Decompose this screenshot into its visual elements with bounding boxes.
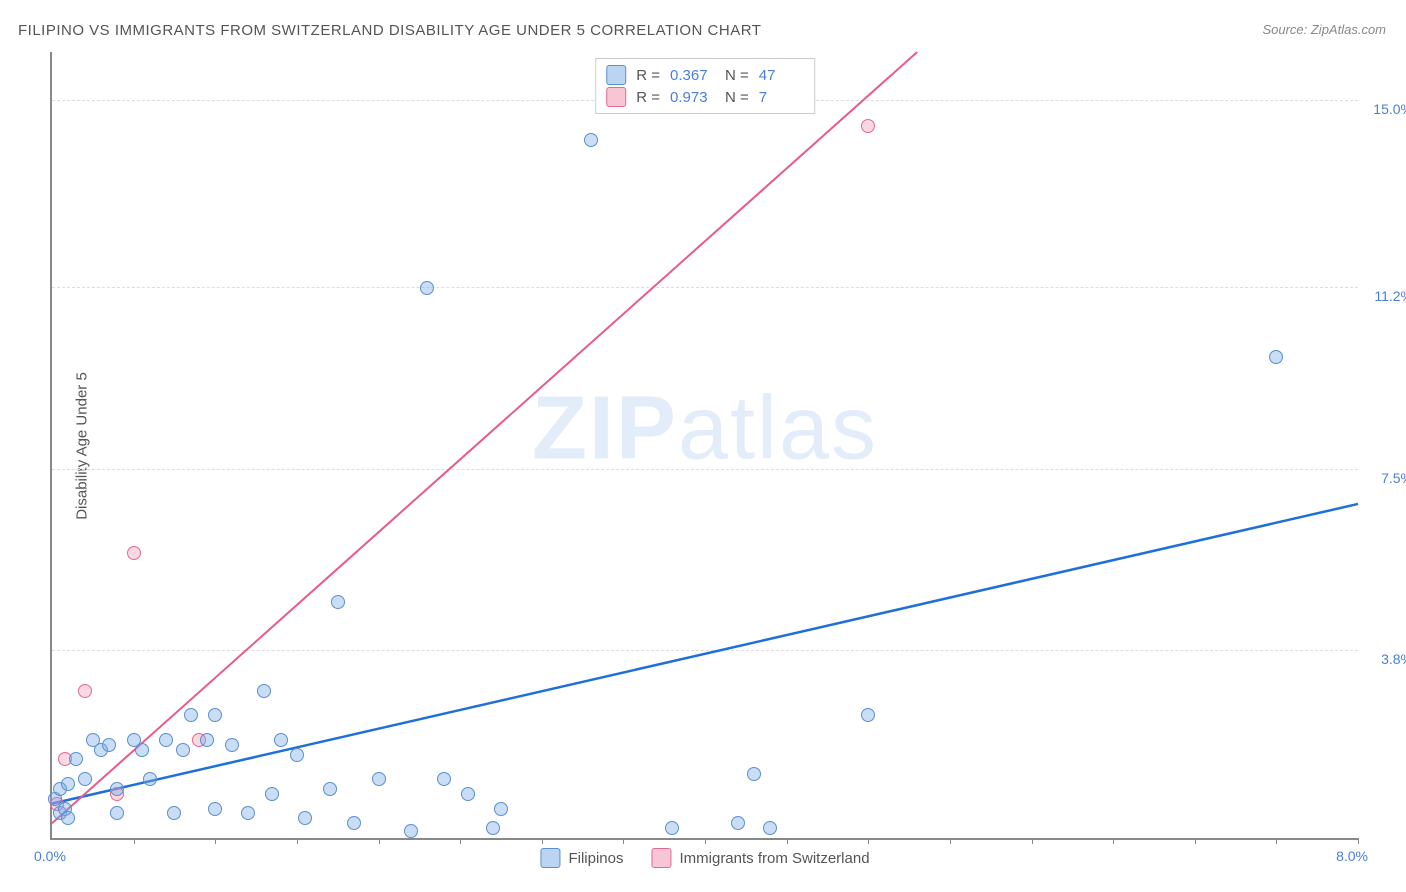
data-point-filipinos [208,708,222,722]
data-point-filipinos [331,595,345,609]
data-point-switzerland [127,546,141,560]
r-value: 0.367 [670,67,715,84]
legend-row-switzerland: R = 0.973 N = 7 [606,87,804,107]
x-tick [1113,838,1114,844]
data-point-filipinos [323,782,337,796]
x-axis-min-label: 0.0% [34,848,66,864]
n-value: 47 [759,67,804,84]
data-point-filipinos [184,708,198,722]
x-tick [297,838,298,844]
data-point-filipinos [69,752,83,766]
data-point-filipinos [298,811,312,825]
x-tick [1032,838,1033,844]
data-point-filipinos [731,816,745,830]
data-point-filipinos [208,802,222,816]
n-value: 7 [759,89,804,106]
data-point-filipinos [110,782,124,796]
legend-row-filipinos: R = 0.367 N = 47 [606,65,804,85]
x-tick [623,838,624,844]
data-point-filipinos [420,281,434,295]
x-tick [787,838,788,844]
x-tick [460,838,461,844]
x-tick [1358,838,1359,844]
r-label: R = [636,67,660,84]
data-point-filipinos [143,772,157,786]
x-tick [379,838,380,844]
r-label: R = [636,89,660,106]
data-point-filipinos [274,733,288,747]
data-point-filipinos [461,787,475,801]
data-point-filipinos [61,811,75,825]
data-point-filipinos [78,772,92,786]
x-tick [215,838,216,844]
swatch-pink-icon [651,848,671,868]
data-point-filipinos [494,802,508,816]
legend-item-filipinos: Filipinos [540,848,623,868]
data-point-switzerland [861,119,875,133]
data-point-filipinos [257,684,271,698]
x-axis-max-label: 8.0% [1336,848,1368,864]
trend-lines-svg [52,52,1358,838]
data-point-filipinos [861,708,875,722]
data-point-filipinos [200,733,214,747]
series-legend: Filipinos Immigrants from Switzerland [540,848,869,868]
legend-label: Immigrants from Switzerland [679,850,869,867]
data-point-filipinos [665,821,679,835]
source-attribution: Source: ZipAtlas.com [1262,22,1386,37]
plot-area: ZIPatlas 3.8%7.5%11.2%15.0% 0.0% 8.0% R … [50,52,1358,840]
n-label: N = [725,89,749,106]
data-point-filipinos [437,772,451,786]
x-tick [542,838,543,844]
data-point-filipinos [372,772,386,786]
data-point-filipinos [102,738,116,752]
data-point-filipinos [176,743,190,757]
x-tick [1276,838,1277,844]
data-point-filipinos [110,806,124,820]
data-point-switzerland [78,684,92,698]
data-point-filipinos [763,821,777,835]
data-point-filipinos [290,748,304,762]
x-tick [1195,838,1196,844]
swatch-pink-icon [606,87,626,107]
x-tick [950,838,951,844]
swatch-blue-icon [606,65,626,85]
data-point-filipinos [347,816,361,830]
x-tick [134,838,135,844]
legend-item-switzerland: Immigrants from Switzerland [651,848,869,868]
data-point-filipinos [747,767,761,781]
x-tick [705,838,706,844]
chart-title: FILIPINO VS IMMIGRANTS FROM SWITZERLAND … [18,22,761,39]
data-point-filipinos [1269,350,1283,364]
data-point-filipinos [135,743,149,757]
data-point-filipinos [486,821,500,835]
filipinos-trend [52,504,1358,804]
data-point-filipinos [61,777,75,791]
swatch-blue-icon [540,848,560,868]
data-point-filipinos [167,806,181,820]
r-value: 0.973 [670,89,715,106]
data-point-filipinos [584,133,598,147]
x-tick [868,838,869,844]
data-point-filipinos [241,806,255,820]
correlation-legend: R = 0.367 N = 47 R = 0.973 N = 7 [595,58,815,114]
data-point-filipinos [159,733,173,747]
data-point-filipinos [225,738,239,752]
switzerland-trend [52,52,917,823]
legend-label: Filipinos [568,850,623,867]
data-point-filipinos [404,824,418,838]
data-point-filipinos [265,787,279,801]
n-label: N = [725,67,749,84]
